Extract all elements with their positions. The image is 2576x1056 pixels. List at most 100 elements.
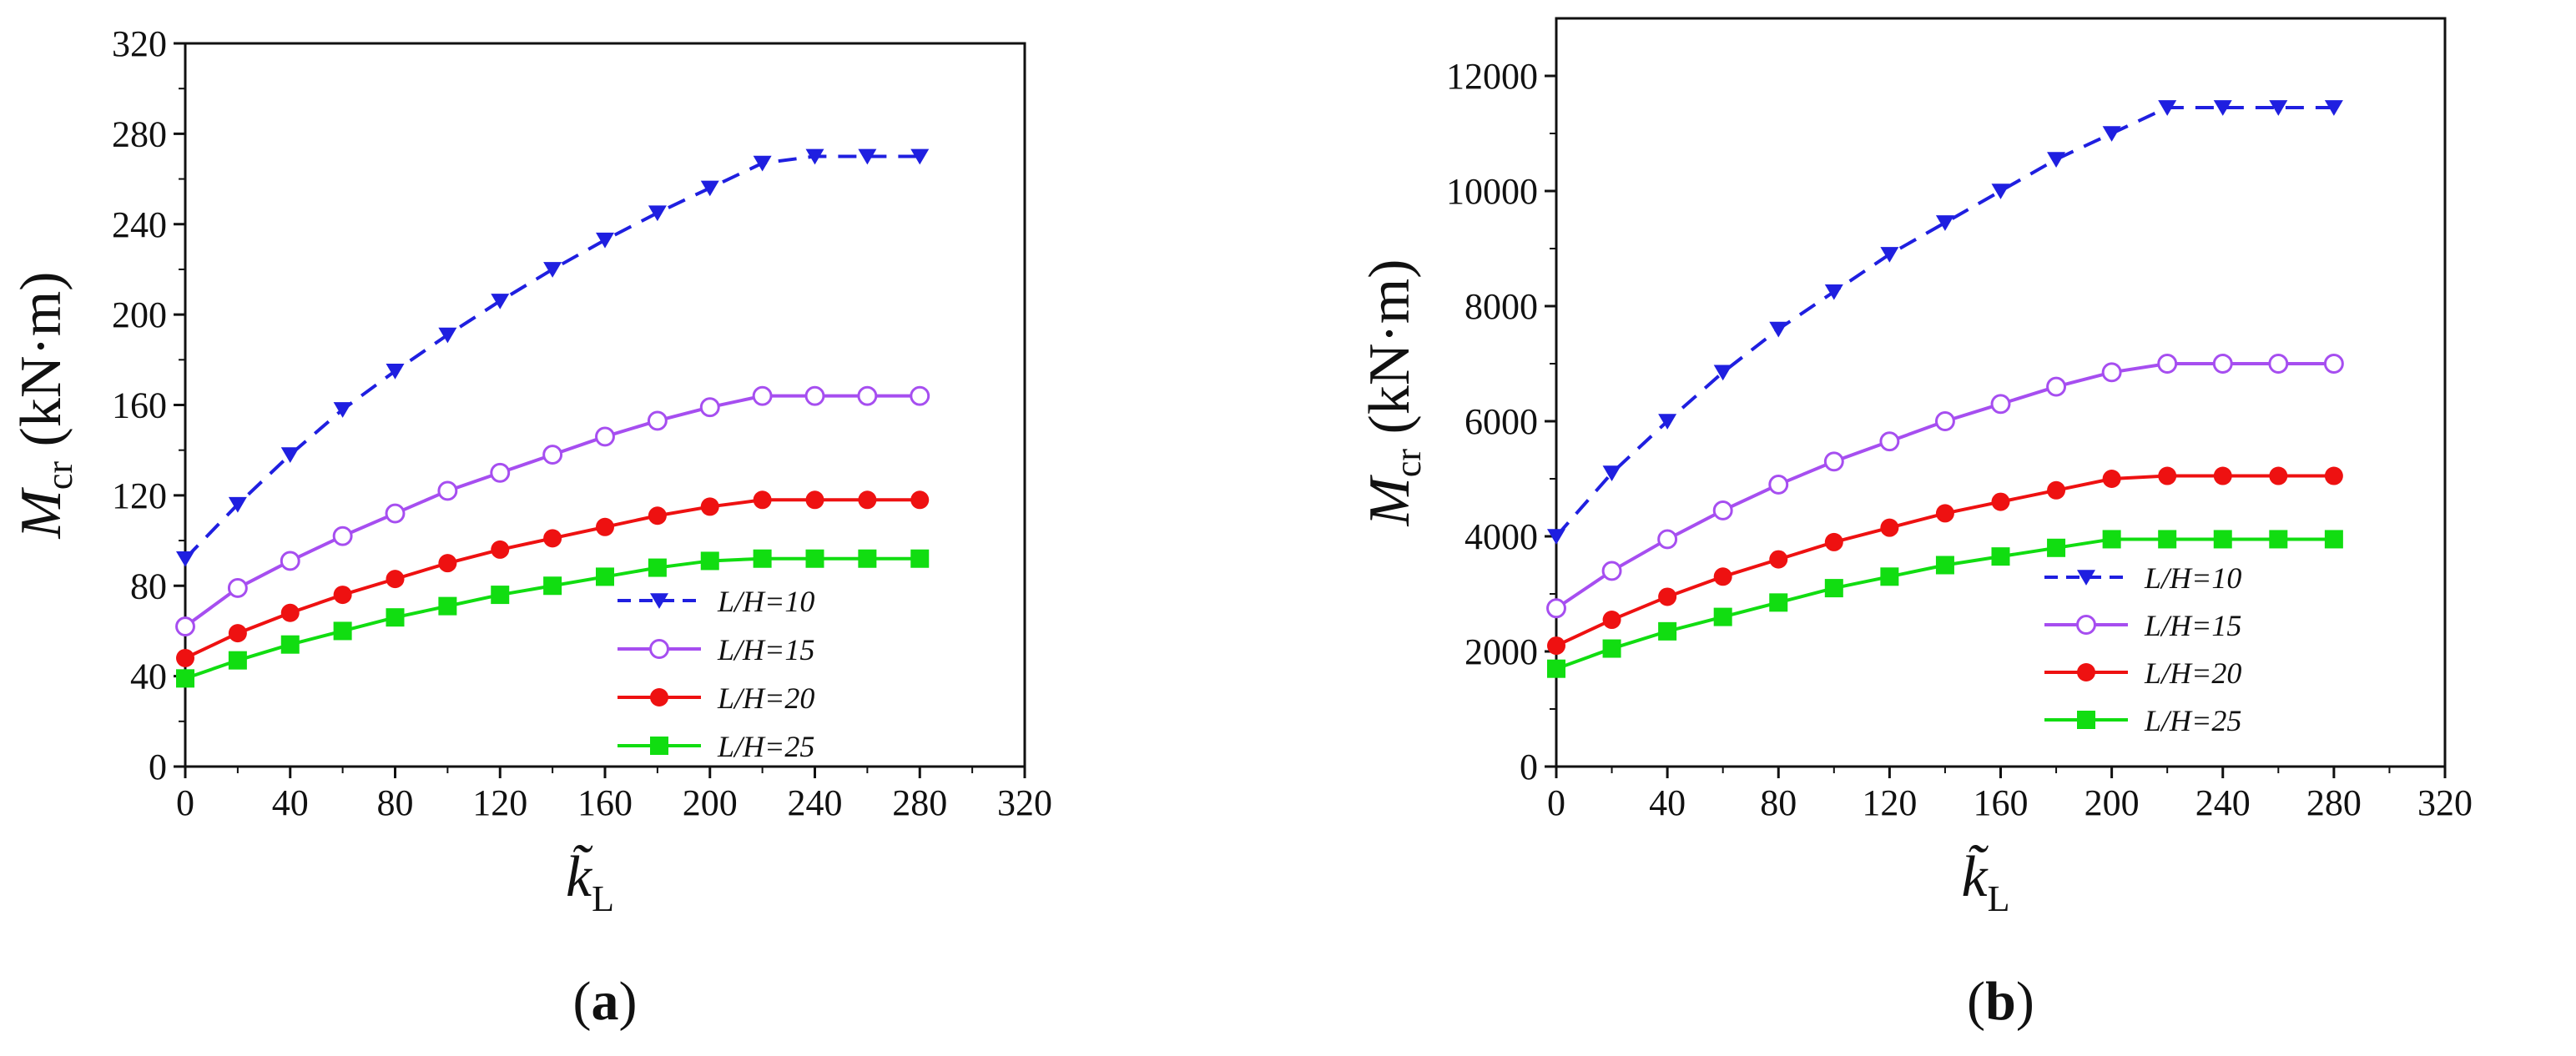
y-tick-label: 40 — [130, 656, 167, 697]
data-point — [1880, 567, 1899, 586]
data-point — [648, 558, 667, 577]
data-point — [805, 148, 824, 165]
x-tick-label: 120 — [1862, 782, 1917, 823]
x-tick-label: 120 — [472, 782, 527, 823]
data-point — [2269, 466, 2288, 485]
data-point — [280, 447, 300, 464]
data-point — [595, 426, 615, 447]
legend-label: L/H=10 — [717, 585, 814, 618]
data-point — [805, 490, 824, 510]
data-point — [1824, 532, 1843, 551]
data-point — [491, 586, 510, 605]
y-tick-label: 6000 — [1464, 401, 1538, 442]
legend-marker — [650, 688, 668, 707]
data-point — [1935, 556, 1954, 575]
data-point — [858, 148, 877, 165]
data-point — [596, 232, 614, 249]
data-point — [2047, 152, 2066, 168]
data-point — [647, 410, 668, 431]
x-tick-label: 280 — [892, 782, 947, 823]
data-point — [858, 490, 877, 510]
data-point — [1880, 247, 1899, 263]
y-tick-label: 10000 — [1446, 171, 1538, 212]
data-point — [1991, 547, 2010, 566]
legend-label: L/H=25 — [2144, 704, 2241, 737]
data-point — [700, 180, 719, 197]
legend-marker — [2077, 663, 2095, 681]
x-tick-label: 240 — [788, 782, 843, 823]
data-point — [1712, 500, 1733, 520]
data-point — [386, 364, 405, 380]
data-point — [386, 608, 405, 627]
data-point — [2213, 100, 2232, 116]
legend-label: L/H=25 — [717, 730, 814, 763]
x-tick-label: 160 — [577, 782, 633, 823]
data-point — [228, 624, 247, 643]
data-point — [2324, 466, 2343, 485]
data-point — [1602, 611, 1621, 630]
data-point — [753, 490, 772, 510]
x-tick-label: 320 — [2417, 782, 2473, 823]
data-point — [1991, 492, 2010, 511]
data-point — [1935, 504, 1954, 523]
y-tick-label: 120 — [112, 475, 167, 516]
data-point — [1658, 621, 1677, 641]
data-point — [1823, 451, 1844, 472]
y-tick-label: 12000 — [1446, 56, 1538, 97]
y-tick-label: 8000 — [1464, 286, 1538, 327]
data-point — [2157, 354, 2178, 374]
data-point — [2212, 354, 2233, 374]
legend-marker — [650, 737, 668, 755]
data-point — [700, 551, 719, 571]
data-point — [857, 385, 878, 406]
data-point — [2046, 376, 2067, 397]
x-tick-label: 40 — [272, 782, 309, 823]
legend-label: L/H=20 — [717, 681, 814, 715]
data-point — [858, 549, 877, 568]
plot-frame — [1555, 17, 2447, 768]
y-tick-label: 280 — [112, 113, 167, 154]
data-point — [1547, 636, 1565, 656]
series-line-0 — [1555, 105, 2334, 538]
data-point — [2158, 466, 2177, 485]
legend-label: L/H=10 — [2144, 561, 2241, 595]
data-point — [2269, 530, 2288, 549]
data-point — [1768, 474, 1789, 495]
data-point — [386, 570, 405, 589]
data-point — [910, 148, 930, 165]
data-point — [1713, 607, 1732, 626]
data-point — [1602, 639, 1621, 658]
data-point — [332, 525, 353, 546]
x-axis-title: k̃L — [566, 845, 614, 919]
data-point — [176, 648, 194, 667]
x-tick-label: 200 — [2084, 782, 2140, 823]
data-point — [648, 506, 667, 525]
data-point — [333, 586, 352, 605]
data-point — [2102, 470, 2121, 488]
data-point — [2213, 530, 2232, 549]
data-point — [438, 596, 457, 616]
data-point — [910, 490, 930, 510]
x-tick-label: 160 — [1974, 782, 2029, 823]
data-point — [543, 529, 562, 548]
data-point — [2324, 100, 2343, 116]
legend-marker — [2076, 615, 2096, 635]
data-point — [1824, 284, 1843, 300]
data-point — [910, 549, 930, 568]
data-point — [437, 480, 458, 501]
data-point — [333, 402, 352, 418]
data-point — [1547, 659, 1565, 678]
y-axis-title: Mcr (kN·m) — [9, 272, 80, 540]
data-point — [227, 578, 248, 598]
data-point — [1824, 579, 1843, 598]
x-tick-label: 280 — [2306, 782, 2362, 823]
data-point — [2268, 354, 2289, 374]
chart-panel-a: 0 40 80 120 160 200 240 280 320 0 40 80 120 160 200 240… — [9, 23, 1052, 1032]
data-point — [2324, 530, 2343, 549]
data-point — [2047, 480, 2066, 500]
x-tick-label: 320 — [997, 782, 1052, 823]
legend-marker — [649, 639, 669, 659]
data-point — [752, 385, 773, 406]
legend-label: L/H=20 — [2144, 656, 2241, 690]
